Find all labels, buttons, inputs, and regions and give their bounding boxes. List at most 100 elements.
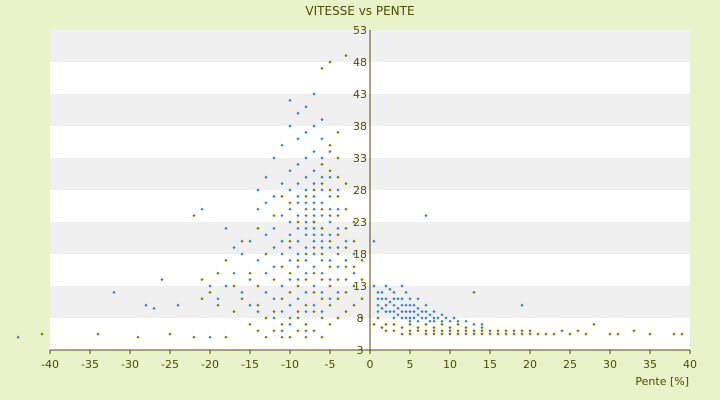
data-point	[232, 246, 236, 250]
data-point	[312, 290, 316, 294]
data-point	[328, 194, 332, 198]
x-tick-label: 40	[683, 358, 697, 371]
data-point	[344, 226, 348, 230]
data-point	[384, 303, 388, 307]
data-point	[328, 175, 332, 179]
data-point	[232, 310, 236, 314]
data-point	[408, 297, 412, 301]
data-point	[440, 322, 444, 326]
data-point	[424, 329, 428, 333]
chart-title: VITESSE vs PENTE	[305, 4, 414, 18]
data-point	[112, 290, 116, 294]
data-point	[328, 297, 332, 301]
data-point	[272, 297, 276, 301]
data-point	[320, 278, 324, 282]
data-point	[296, 137, 300, 141]
data-point	[320, 239, 324, 243]
x-tick-label: -15	[241, 358, 259, 371]
data-point	[304, 329, 308, 333]
data-point	[424, 316, 428, 320]
data-point	[320, 258, 324, 262]
data-point	[272, 194, 276, 198]
data-point	[296, 201, 300, 205]
data-point	[272, 278, 276, 282]
data-point	[304, 258, 308, 262]
data-point	[240, 239, 244, 243]
data-point	[320, 214, 324, 218]
data-point	[372, 284, 376, 288]
data-point	[536, 332, 540, 336]
data-point	[320, 335, 324, 339]
data-point	[320, 271, 324, 275]
data-point	[392, 322, 396, 326]
data-point	[224, 226, 228, 230]
data-point	[200, 207, 204, 211]
data-point	[288, 246, 292, 250]
data-point	[384, 284, 388, 288]
data-point	[480, 332, 484, 336]
data-point	[616, 332, 620, 336]
data-point	[216, 271, 220, 275]
data-point	[404, 310, 408, 314]
data-point	[528, 329, 532, 333]
data-point	[388, 310, 392, 314]
data-point	[512, 332, 516, 336]
data-point	[336, 207, 340, 211]
data-point	[424, 303, 428, 307]
data-point	[520, 329, 524, 333]
y-tick-label: 23	[353, 216, 367, 229]
data-point	[392, 290, 396, 294]
data-point	[304, 303, 308, 307]
data-point	[296, 214, 300, 218]
data-point	[336, 233, 340, 237]
data-point	[352, 284, 356, 288]
data-point	[480, 329, 484, 333]
data-point	[280, 194, 284, 198]
data-point	[672, 332, 676, 336]
data-point	[192, 335, 196, 339]
data-point	[648, 332, 652, 336]
data-point	[328, 220, 332, 224]
data-point	[380, 306, 384, 310]
data-point	[280, 297, 284, 301]
data-point	[440, 332, 444, 336]
data-point	[404, 316, 408, 320]
data-point	[280, 252, 284, 256]
data-point	[288, 258, 292, 262]
data-point	[312, 246, 316, 250]
data-point	[448, 332, 452, 336]
y-tick-label: 33	[353, 152, 367, 165]
x-tick-label: 25	[563, 358, 577, 371]
data-point	[328, 278, 332, 282]
data-point	[296, 297, 300, 301]
data-point	[404, 303, 408, 307]
data-point	[256, 303, 260, 307]
data-point	[312, 329, 316, 333]
data-point	[456, 319, 460, 323]
data-point	[432, 332, 436, 336]
data-point	[416, 319, 420, 323]
data-point	[520, 332, 524, 336]
data-point	[320, 316, 324, 320]
data-point	[224, 258, 228, 262]
data-point	[312, 239, 316, 243]
x-tick-label: 20	[523, 358, 537, 371]
data-point	[280, 335, 284, 339]
data-point	[452, 316, 456, 320]
data-point	[344, 278, 348, 282]
data-point	[344, 258, 348, 262]
data-point	[296, 252, 300, 256]
data-point	[436, 316, 440, 320]
data-point	[336, 214, 340, 218]
data-point	[296, 239, 300, 243]
data-point	[320, 188, 324, 192]
data-point	[272, 214, 276, 218]
data-point	[328, 143, 332, 147]
data-point	[296, 162, 300, 166]
data-point	[560, 329, 564, 333]
data-point	[312, 271, 316, 275]
data-point	[288, 220, 292, 224]
data-point	[296, 111, 300, 115]
data-point	[344, 182, 348, 186]
data-point	[272, 316, 276, 320]
